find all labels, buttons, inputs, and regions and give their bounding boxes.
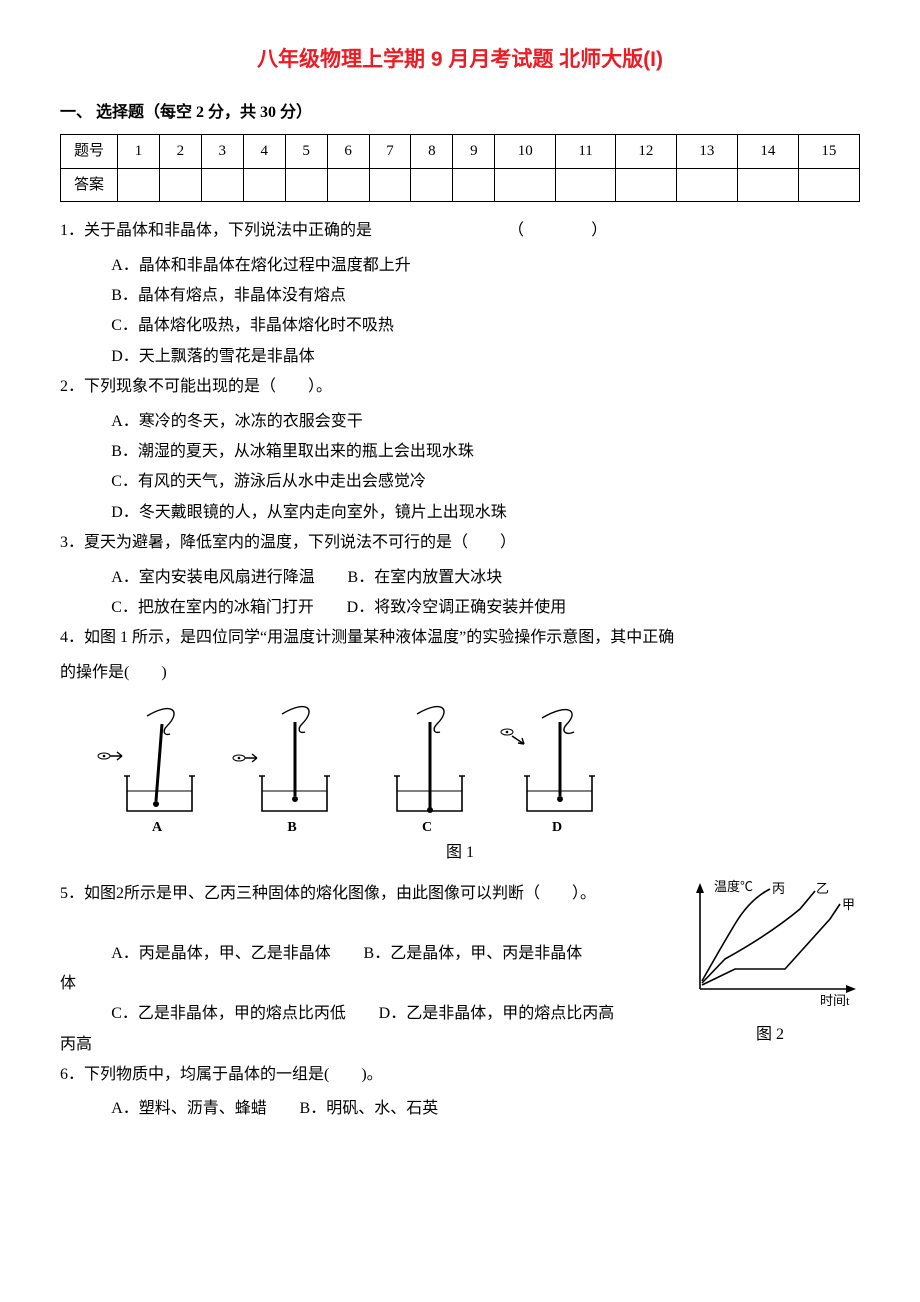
q6-opt-a: A．塑料、沥青、蜂蜡 bbox=[111, 1094, 267, 1124]
q1-opt-a: A．晶体和非晶体在熔化过程中温度都上升 bbox=[111, 251, 860, 281]
grid-num: 15 bbox=[798, 135, 859, 169]
q5-opt-d: D．乙是非晶体，甲的熔点比丙高 bbox=[379, 999, 615, 1029]
figure-1-caption: 图 1 bbox=[60, 838, 860, 868]
figure-2-caption: 图 2 bbox=[680, 1020, 860, 1050]
q3-opt-b: B．在室内放置大冰块 bbox=[348, 563, 503, 593]
q2-options: A．寒冷的冬天，冰冻的衣服会变干 B．潮湿的夏天，从冰箱里取出来的瓶上会出现水珠… bbox=[60, 407, 860, 529]
q3-opt-d: D．将致冷空调正确安装并使用 bbox=[347, 593, 567, 623]
grid-num: 14 bbox=[737, 135, 798, 169]
svg-text:甲: 甲 bbox=[842, 897, 855, 912]
q2-opt-d: D．冬天戴眼镜的人，从室内走向室外，镜片上出现水珠 bbox=[111, 498, 860, 528]
q5-options-row1: A．丙是晶体，甲、乙是非晶体 B．乙是晶体，甲、丙是非晶体 bbox=[60, 939, 668, 969]
grid-row1-label: 题号 bbox=[61, 135, 118, 169]
grid-answer-cell[interactable] bbox=[556, 168, 616, 202]
q5-stem: 5．如图2所示是甲、乙丙三种固体的熔化图像，由此图像可以判断（ ）。 bbox=[60, 879, 668, 909]
grid-answer-cell[interactable] bbox=[243, 168, 285, 202]
q3-opt-a: A．室内安装电风扇进行降温 bbox=[111, 563, 315, 593]
q4-stem-line1: 4．如图 1 所示，是四位同学“用温度计测量某种液体温度”的实验操作示意图，其中… bbox=[60, 623, 860, 653]
svg-text:A: A bbox=[152, 820, 163, 835]
grid-num: 13 bbox=[676, 135, 737, 169]
grid-num: 8 bbox=[411, 135, 453, 169]
q2-opt-b: B．潮湿的夏天，从冰箱里取出来的瓶上会出现水珠 bbox=[111, 437, 860, 467]
grid-num: 5 bbox=[285, 135, 327, 169]
grid-answer-cell[interactable] bbox=[737, 168, 798, 202]
grid-answer-cell[interactable] bbox=[369, 168, 411, 202]
grid-answer-cell[interactable] bbox=[676, 168, 737, 202]
q6-opt-b: B．明矾、水、石英 bbox=[300, 1094, 439, 1124]
q5-opt-a: A．丙是晶体，甲、乙是非晶体 bbox=[111, 939, 331, 969]
grid-answer-cell[interactable] bbox=[118, 168, 160, 202]
grid-num: 9 bbox=[453, 135, 495, 169]
q1-stem: 1．关于晶体和非晶体，下列说法中正确的是 bbox=[60, 222, 372, 239]
section-1-heading: 一、 选择题（每空 2 分，共 30 分） bbox=[60, 98, 860, 128]
q3-options: A．室内安装电风扇进行降温 B．在室内放置大冰块 C．把放在室内的冰箱门打开 D… bbox=[60, 563, 860, 624]
q3-stem: 3．夏天为避暑，降低室内的温度，下列说法不可行的是（ ） bbox=[60, 528, 860, 558]
q1: 1．关于晶体和非晶体，下列说法中正确的是 （ ） bbox=[60, 216, 860, 246]
figure-2: 温度℃ 丙 乙 甲 时间t 图 2 bbox=[680, 879, 860, 1051]
grid-num: 10 bbox=[495, 135, 556, 169]
q3-opt-c: C．把放在室内的冰箱门打开 bbox=[111, 593, 314, 623]
thermometer-diagrams-icon: A B C bbox=[92, 696, 612, 836]
q1-opt-b: B．晶体有熔点，非晶体没有熔点 bbox=[111, 281, 860, 311]
table-row: 题号 1 2 3 4 5 6 7 8 9 10 11 12 13 14 15 bbox=[61, 135, 860, 169]
grid-num: 2 bbox=[159, 135, 201, 169]
svg-text:D: D bbox=[552, 820, 562, 835]
grid-row2-label: 答案 bbox=[61, 168, 118, 202]
grid-num: 6 bbox=[327, 135, 369, 169]
q5-opt-d-tail: 丙高 bbox=[60, 1030, 668, 1060]
grid-answer-cell[interactable] bbox=[411, 168, 453, 202]
q1-options: A．晶体和非晶体在熔化过程中温度都上升 B．晶体有熔点，非晶体没有熔点 C．晶体… bbox=[60, 251, 860, 373]
table-row: 答案 bbox=[61, 168, 860, 202]
page-title: 八年级物理上学期 9 月月考试题 北师大版(I) bbox=[60, 40, 860, 80]
q6-stem: 6．下列物质中，均属于晶体的一组是( )。 bbox=[60, 1060, 860, 1090]
svg-text:C: C bbox=[422, 820, 432, 835]
grid-answer-cell[interactable] bbox=[201, 168, 243, 202]
grid-num: 7 bbox=[369, 135, 411, 169]
grid-answer-cell[interactable] bbox=[453, 168, 495, 202]
grid-answer-cell[interactable] bbox=[327, 168, 369, 202]
q1-opt-c: C．晶体熔化吸热，非晶体熔化时不吸热 bbox=[111, 311, 860, 341]
svg-text:乙: 乙 bbox=[816, 881, 829, 896]
q1-blank[interactable]: （ ） bbox=[508, 222, 612, 239]
grid-answer-cell[interactable] bbox=[798, 168, 859, 202]
melting-curve-chart-icon: 温度℃ 丙 乙 甲 时间t bbox=[680, 879, 860, 1009]
q2-opt-c: C．有风的天气，游泳后从水中走出会感觉冷 bbox=[111, 467, 860, 497]
q2-opt-a: A．寒冷的冬天，冰冻的衣服会变干 bbox=[111, 407, 860, 437]
q6-options: A．塑料、沥青、蜂蜡 B．明矾、水、石英 bbox=[60, 1094, 860, 1124]
grid-answer-cell[interactable] bbox=[495, 168, 556, 202]
answer-grid-table: 题号 1 2 3 4 5 6 7 8 9 10 11 12 13 14 15 答… bbox=[60, 134, 860, 202]
grid-num: 4 bbox=[243, 135, 285, 169]
svg-text:温度℃: 温度℃ bbox=[714, 879, 753, 894]
grid-num: 11 bbox=[556, 135, 616, 169]
grid-num: 3 bbox=[201, 135, 243, 169]
q2-stem: 2．下列现象不可能出现的是（ ）。 bbox=[60, 372, 860, 402]
svg-text:时间t: 时间t bbox=[820, 993, 850, 1008]
svg-text:B: B bbox=[287, 820, 296, 835]
q5-opt-b-tail: 体 bbox=[60, 969, 668, 999]
q5-options-row2: C．乙是非晶体，甲的熔点比丙低 D．乙是非晶体，甲的熔点比丙高 bbox=[60, 999, 668, 1029]
q5-opt-b: B．乙是晶体，甲、丙是非晶体 bbox=[364, 939, 583, 969]
q4-stem-line2: 的操作是( ) bbox=[60, 658, 860, 688]
q1-opt-d: D．天上飘落的雪花是非晶体 bbox=[111, 342, 860, 372]
grid-answer-cell[interactable] bbox=[615, 168, 676, 202]
grid-num: 1 bbox=[118, 135, 160, 169]
q5-opt-c: C．乙是非晶体，甲的熔点比丙低 bbox=[111, 999, 346, 1029]
grid-answer-cell[interactable] bbox=[285, 168, 327, 202]
figure-1: A B C bbox=[60, 696, 860, 836]
grid-answer-cell[interactable] bbox=[159, 168, 201, 202]
grid-num: 12 bbox=[615, 135, 676, 169]
svg-text:丙: 丙 bbox=[772, 881, 785, 896]
